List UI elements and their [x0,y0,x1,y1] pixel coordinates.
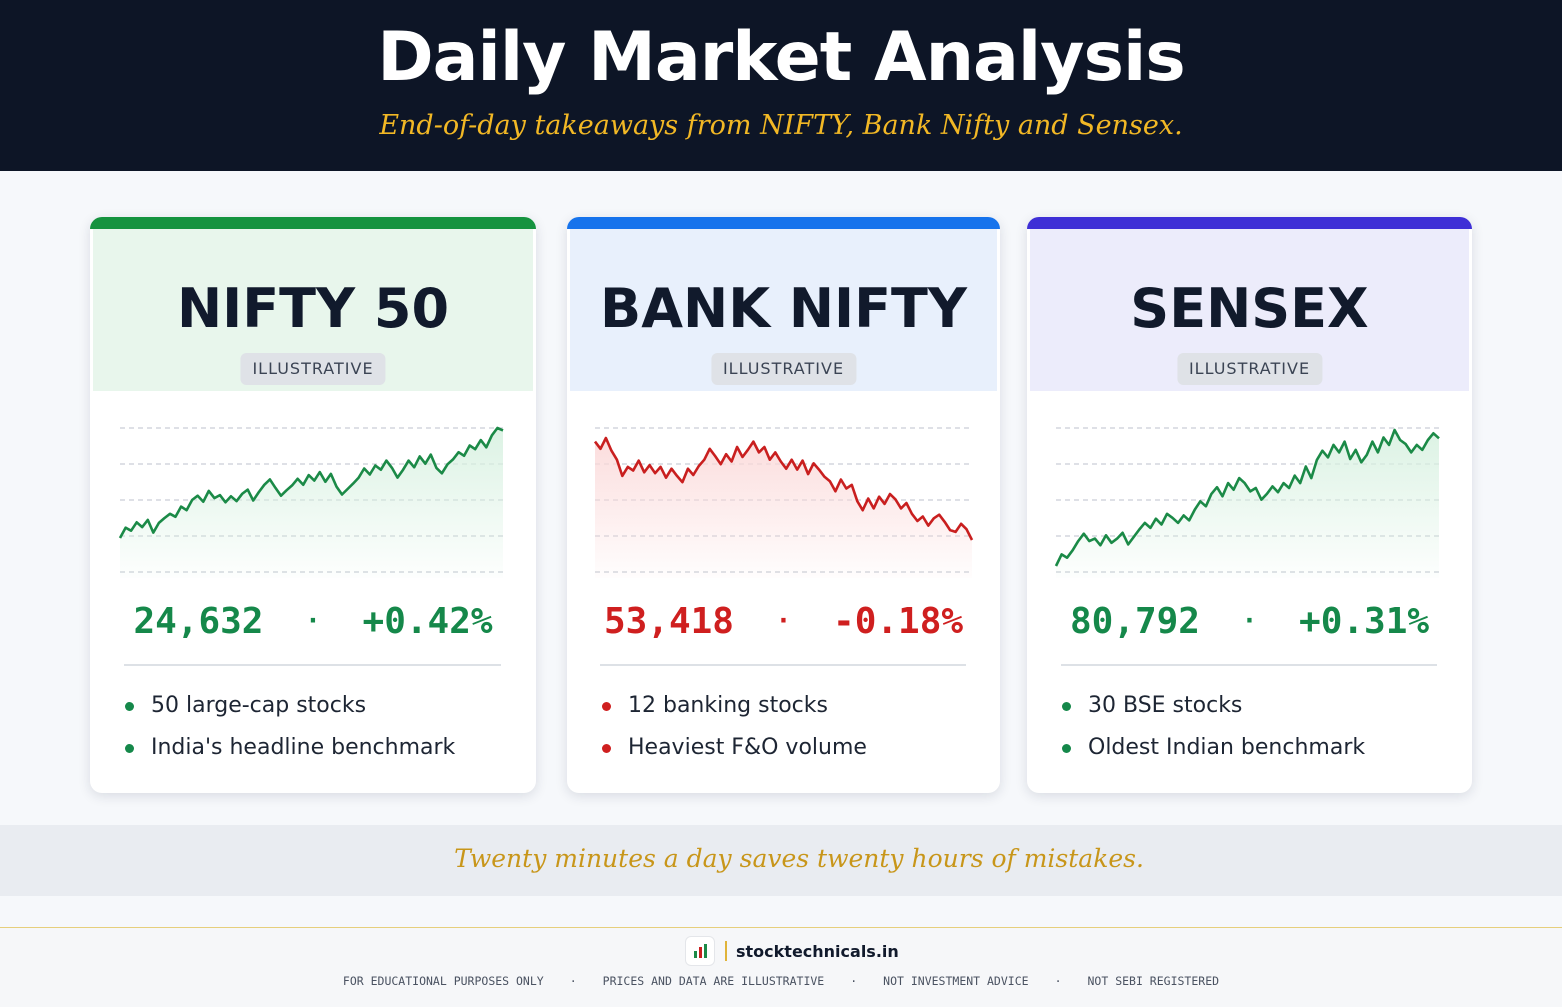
fact-text: Heaviest F&O volume [628,735,867,760]
fact-text: 30 BSE stocks [1088,693,1243,718]
page-header: Daily Market Analysis End-of-day takeawa… [0,0,1562,171]
index-line-chart [1054,427,1440,578]
card-header: NIFTY 50 ILLUSTRATIVE [93,229,533,391]
index-readout: 53,418 · -0.18% [567,601,1000,642]
candlestick-logo-icon [686,937,714,965]
illustrative-badge: ILLUSTRATIVE [240,353,386,385]
fact-text: India's headline benchmark [151,735,456,760]
fact-item: Heaviest F&O volume [602,734,867,776]
card-divider [124,664,501,666]
site-name-link[interactable]: stocktechnicals.in [736,941,899,961]
illustrative-badge: ILLUSTRATIVE [710,353,857,385]
brand-separator [725,941,727,961]
page-footer: stocktechnicals.in FOR EDUCATIONAL PURPO… [0,927,1562,1007]
card-header: BANK NIFTY ILLUSTRATIVE [570,229,997,391]
quote-text: Twenty minutes a day saves twenty hours … [454,844,1144,873]
fact-item: 12 banking stocks [602,692,867,734]
bullet-dot [1062,702,1071,711]
fact-text: 50 large-cap stocks [151,693,367,718]
disclaimer-bullet: · [850,974,858,988]
disclaimer-item: PRICES AND DATA ARE ILLUSTRATIVE [602,974,825,988]
bullet-dot [125,702,134,711]
index-value: 53,418 [603,601,734,642]
readout-separator: · [775,606,792,636]
page-title: Daily Market Analysis [377,18,1186,97]
index-name: BANK NIFTY [600,277,967,340]
disclaimer-item: FOR EDUCATIONAL PURPOSES ONLY [342,974,544,988]
fact-item: India's headline benchmark [125,734,455,776]
disclaimer-bullet: · [1054,974,1062,988]
brand[interactable]: stocktechnicals.in [686,936,899,966]
fact-text: 12 banking stocks [628,693,828,718]
index-line-chart [593,427,974,578]
disclaimer-line: FOR EDUCATIONAL PURPOSES ONLY · PRICES AND… [0,974,1562,988]
readout-separator: · [305,606,321,636]
chart-area-fill [595,438,972,578]
card-divider [600,664,966,666]
index-readout: 80,792 · +0.31% [1027,601,1472,642]
card-accent-bar [1027,217,1472,229]
quote-band: Twenty minutes a day saves twenty hours … [0,825,1562,896]
index-card-bank-nifty: BANK NIFTY ILLUSTRATIVE 53,418 · -0.18% … [567,217,1000,793]
index-name: SENSEX [1130,277,1369,340]
bullet-dot [602,744,611,753]
disclaimer-bullet: · [569,974,577,988]
chart-area-fill [1056,430,1439,578]
chart-series-line [118,426,504,539]
chart-area-fill [120,428,503,578]
disclaimer-item: NOT SEBI REGISTERED [1087,974,1220,988]
card-header: SENSEX ILLUSTRATIVE [1030,229,1469,391]
index-value: 80,792 [1069,601,1200,642]
index-value: 24,632 [133,601,264,642]
chart-series-line [1054,428,1440,567]
fact-list: 12 banking stocks Heaviest F&O volume [602,692,867,776]
index-name: NIFTY 50 [176,277,450,340]
index-change: -0.18% [833,601,964,642]
fact-list: 50 large-cap stocks India's headline ben… [125,692,455,776]
index-card-sensex: SENSEX ILLUSTRATIVE 80,792 · +0.31% 30 B… [1027,217,1472,793]
index-card-nifty-50: NIFTY 50 ILLUSTRATIVE 24,632 · +0.42% 50… [90,217,536,793]
bullet-dot [602,702,611,711]
fact-text: Oldest Indian benchmark [1088,735,1366,760]
readout-separator: · [1241,606,1258,636]
chart-series-line [593,436,974,541]
illustrative-badge: ILLUSTRATIVE [1176,353,1323,385]
card-accent-bar [567,217,1000,229]
fact-item: 30 BSE stocks [1062,692,1365,734]
disclaimer-item: NOT INVESTMENT ADVICE [883,974,1029,988]
fact-list: 30 BSE stocks Oldest Indian benchmark [1062,692,1365,776]
fact-item: Oldest Indian benchmark [1062,734,1365,776]
index-readout: 24,632 · +0.42% [90,601,536,642]
card-accent-bar [90,217,536,229]
bullet-dot [1062,744,1071,753]
page-subtitle: End-of-day takeaways from NIFTY, Bank Ni… [379,110,1183,141]
index-line-chart [118,426,504,578]
index-change: +0.31% [1299,601,1430,642]
index-change: +0.42% [362,601,493,642]
bullet-dot [125,744,134,753]
fact-item: 50 large-cap stocks [125,692,455,734]
card-divider [1061,664,1437,666]
